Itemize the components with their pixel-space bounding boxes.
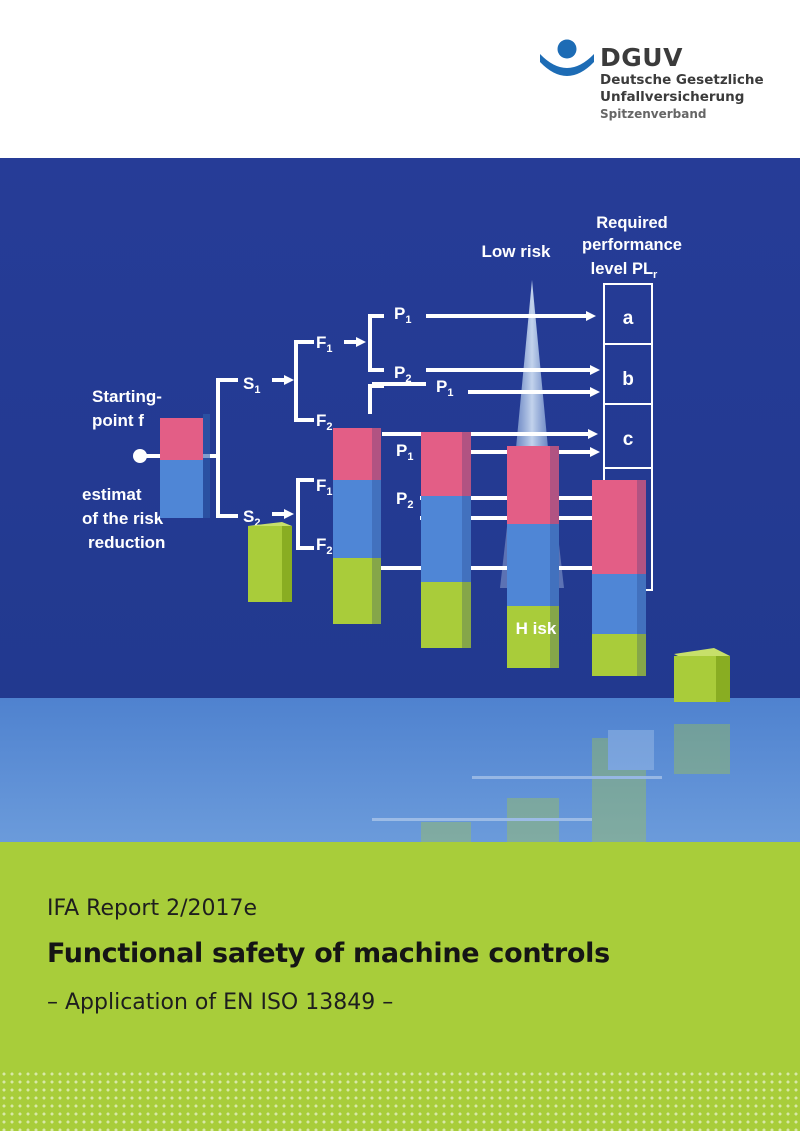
estimation-line-3: reduction [88,533,165,552]
low-risk-cone [516,280,548,448]
label-f2-lower: F2 [316,535,333,557]
starting-point-line-2: point f [92,411,144,430]
block-right [674,648,730,702]
starting-point-dot [133,449,147,463]
publisher-line-3: Spitzenverband [600,107,707,121]
label-p1-second: P1 [436,377,453,399]
logo-text: DGUV Deutsche Gesetzliche Unfallversiche… [600,44,764,123]
pl-level-a: a [623,308,634,329]
title-band: IFA Report 2/2017e Functional safety of … [0,842,800,1131]
dguv-logo: DGUV Deutsche Gesetzliche Unfallversiche… [538,38,778,138]
high-risk-label: H isk [516,619,557,638]
report-number: IFA Report 2/2017e [47,896,258,921]
publisher-line-2: Unfallversicherung [600,89,745,105]
required-pl-line-1: Required [596,214,668,232]
block-column-3 [507,446,559,668]
publisher-name: DGUV [600,43,683,72]
header: DGUV Deutsche Gesetzliche Unfallversiche… [0,0,800,158]
block-column-2 [421,432,471,648]
risk-graph-illustration: a b c Low risk Required performance leve… [0,158,800,842]
block-column-1 [333,428,381,624]
label-s2: S2 [243,507,260,529]
report-subtitle: – Application of EN ISO 13849 – [47,990,394,1015]
estimation-line-1: estimat [82,485,142,504]
dot-pattern [0,1070,800,1131]
label-p2-second: P2 [396,489,413,511]
required-pl-line-2: performance [582,236,682,254]
block-column-4 [592,480,646,676]
figure-background [0,158,800,698]
branch-labels: S1 S2 F1 F2 F1 F2 P1 P2 P1 P1 P2 [243,304,453,557]
label-f1: F1 [316,333,333,355]
reflection-floor [0,698,800,842]
label-f2: F2 [316,411,333,433]
block-start [160,414,210,518]
pl-level-c: c [623,429,634,450]
required-pl-line-3: level PLr [591,260,658,281]
pl-level-b: b [622,369,634,390]
label-s1: S1 [243,374,260,396]
label-p1: P1 [394,304,411,326]
dguv-logo-icon [540,39,594,76]
report-title: Functional safety of machine controls [47,938,610,969]
starting-point-line-1: Starting- [92,387,162,406]
publisher-line-1: Deutsche Gesetzliche [600,72,764,88]
estimation-line-2: of the risk [82,509,164,528]
low-risk-label: Low risk [482,242,552,261]
block-s2 [248,522,292,602]
label-p2: P2 [394,363,411,385]
label-f1-lower: F1 [316,476,333,498]
reflection-shapes [372,724,730,842]
label-p1-third: P1 [396,441,413,463]
cover-figure: a b c Low risk Required performance leve… [0,158,800,842]
